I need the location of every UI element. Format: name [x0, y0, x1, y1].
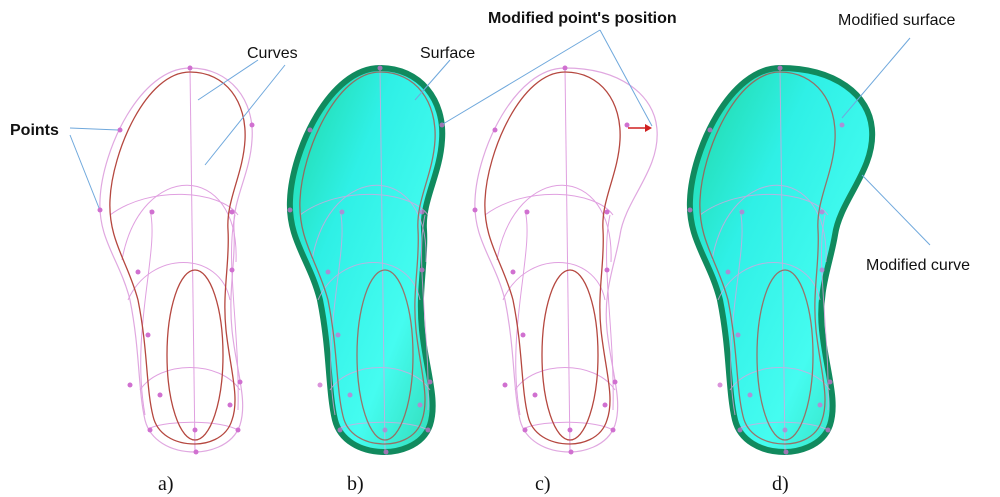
- panel-d: [688, 66, 873, 455]
- caption: a): [158, 473, 174, 495]
- caption: d): [772, 473, 789, 495]
- figure: Points Curves Surface Modified point's p…: [0, 0, 1000, 497]
- label-modified-point: Modified point's position: [488, 10, 677, 27]
- label-points: Points: [10, 122, 59, 139]
- label-surface: Surface: [420, 45, 475, 62]
- caption: c): [535, 473, 551, 495]
- label-curves: Curves: [247, 45, 298, 62]
- caption: b): [347, 473, 364, 495]
- panel-a: [98, 66, 255, 455]
- page: {"labels": {"points": "Points", "curves"…: [0, 0, 1000, 497]
- panel-c: [473, 66, 658, 455]
- label-modified-surface: Modified surface: [838, 12, 955, 29]
- panel-b: [288, 66, 445, 455]
- label-modified-curve: Modified curve: [866, 257, 970, 274]
